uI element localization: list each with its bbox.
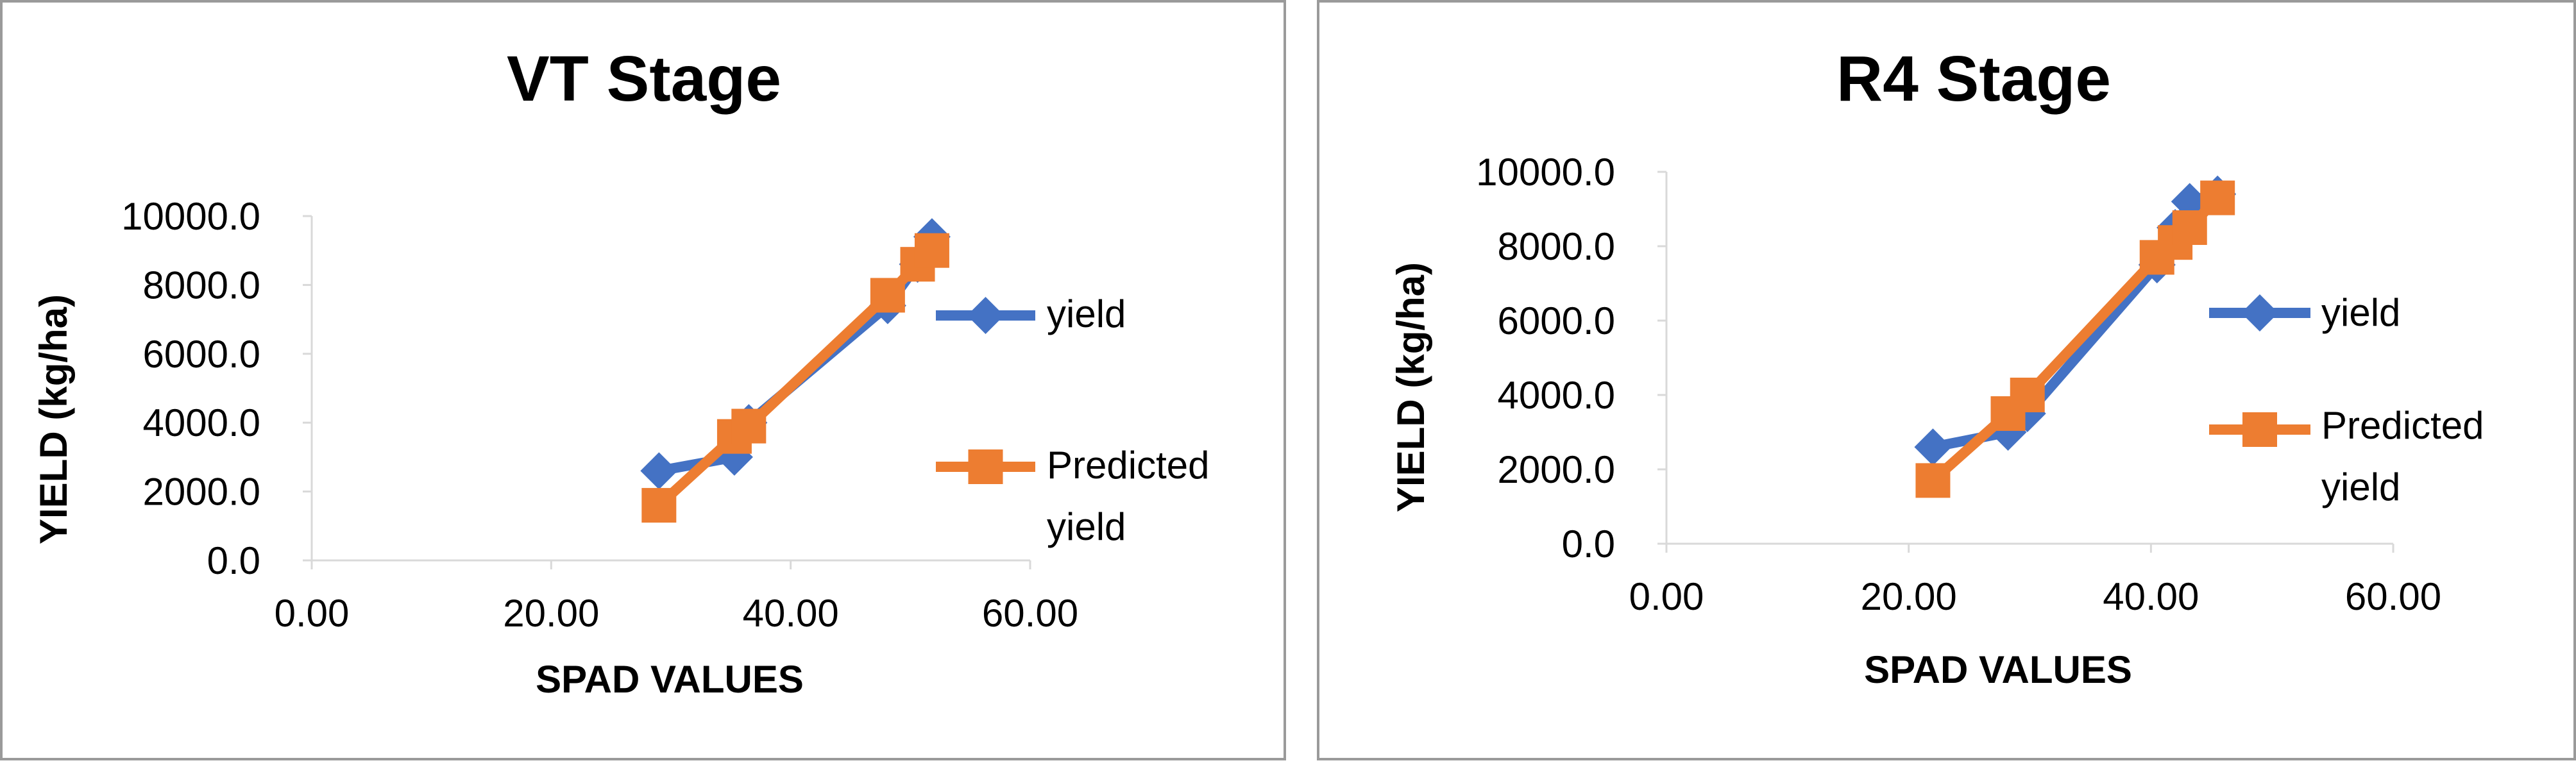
chart-panel-r4: R4 Stage SPAD VALUES YIELD (kg/ha) yield… (1317, 0, 2576, 760)
legend-symbol (968, 449, 1003, 484)
data-point (1914, 428, 1952, 466)
data-point (640, 452, 678, 490)
y-tick-label: 8000.0 (142, 264, 260, 306)
data-point (1915, 463, 1951, 498)
data-point (731, 408, 767, 444)
legend-marker-yield (2209, 294, 2310, 331)
y-tick-label: 2000.0 (142, 471, 260, 514)
chart-panel-vt: VT Stage SPAD VALUES YIELD (kg/ha) yield… (0, 0, 1286, 760)
x-tick-label: 0.00 (275, 592, 350, 635)
legend-marker-predicted-yield (2209, 412, 2310, 447)
y-tick-label: 8000.0 (1497, 225, 1615, 268)
y-axis-title: YIELD (kg/ha) (32, 294, 75, 544)
series-predicted-yield (641, 233, 949, 523)
y-tick-label: 2000.0 (1497, 448, 1615, 491)
legend-symbol (2242, 412, 2277, 447)
legend-marker-yield (936, 297, 1035, 334)
legend-marker-predicted-yield (936, 449, 1035, 484)
series-line (657, 234, 937, 476)
x-axis-title: SPAD VALUES (536, 658, 804, 701)
y-tick-label: 6000.0 (1497, 299, 1615, 342)
chart-title: R4 Stage (1836, 43, 2111, 115)
legend-symbol (967, 297, 1004, 334)
legend-label-yield: yield (1047, 292, 1126, 335)
x-tick-label: 20.00 (503, 592, 599, 635)
legend-label-predicted-yield: Predicted yield (2321, 404, 2484, 508)
data-point (2010, 378, 2045, 412)
legend-label-predicted-yield: Predicted yield (1047, 444, 1209, 548)
y-tick-label: 4000.0 (1497, 374, 1615, 417)
data-point (914, 233, 949, 268)
y-tick-label: 0.0 (207, 539, 260, 582)
chart-vt: VT Stage SPAD VALUES YIELD (kg/ha) yield… (32, 43, 1209, 701)
series-predicted-yield (1915, 180, 2235, 498)
y-axis-title: YIELD (kg/ha) (1389, 262, 1432, 512)
data-point (2200, 180, 2235, 215)
legend-label-yield: yield (2321, 291, 2400, 334)
data-point (641, 488, 677, 523)
x-tick-label: 40.00 (2103, 575, 2199, 618)
y-tick-label: 6000.0 (142, 333, 260, 376)
legend-symbol (2241, 294, 2278, 331)
x-tick-label: 40.00 (743, 592, 839, 635)
data-point (2172, 210, 2207, 245)
y-tick-label: 0.0 (1562, 523, 1615, 566)
data-point (870, 278, 905, 313)
y-tick-label: 10000.0 (121, 195, 260, 238)
x-tick-label: 20.00 (1861, 575, 1957, 618)
x-tick-label: 0.00 (1629, 575, 1704, 618)
chart-title: VT Stage (507, 43, 781, 115)
y-tick-label: 4000.0 (142, 401, 260, 444)
x-axis-title: SPAD VALUES (1864, 648, 2132, 691)
x-tick-label: 60.00 (2345, 575, 2441, 618)
x-tick-label: 60.00 (982, 592, 1078, 635)
y-tick-label: 10000.0 (1476, 151, 1615, 194)
chart-r4: R4 Stage SPAD VALUES YIELD (kg/ha) yield… (1389, 43, 2484, 691)
